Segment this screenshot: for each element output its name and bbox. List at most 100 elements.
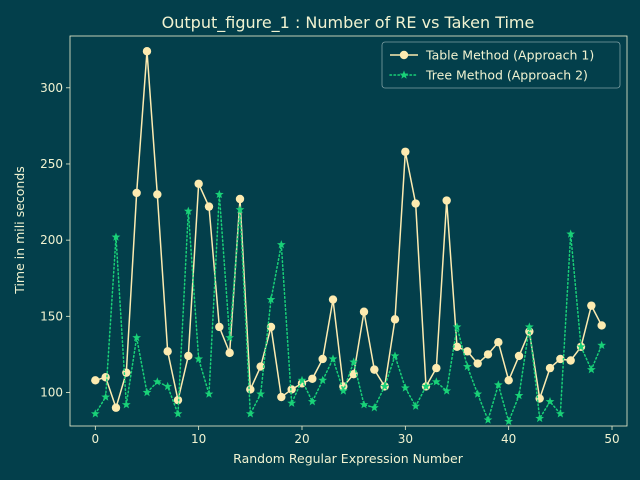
series-1-point: [111, 403, 121, 412]
series-1-point: [328, 295, 338, 304]
series-2-point: [173, 409, 183, 418]
series-1-point: [463, 347, 472, 356]
series-2-point: [121, 400, 131, 409]
series-2-point: [555, 409, 565, 418]
series-1-point: [184, 351, 193, 361]
x-tick-label: 10: [191, 432, 206, 446]
series-1-point: [401, 147, 410, 156]
series-2-point: [535, 413, 545, 423]
series-2-point: [576, 342, 586, 351]
series-1-point: [411, 199, 420, 208]
series-2-point: [421, 381, 431, 391]
series-1-point: [545, 363, 555, 373]
series-2-point: [297, 375, 307, 385]
series-2-point: [132, 333, 142, 342]
x-tick-label: 0: [91, 432, 99, 446]
series-2-point: [514, 390, 524, 400]
series-1-point: [101, 373, 110, 382]
series-1-point: [483, 350, 493, 359]
series-2-point: [194, 354, 204, 363]
series-2-point: [473, 389, 483, 398]
series-2-point: [152, 377, 162, 386]
series-2-point: [111, 232, 121, 241]
plot-area: 0 10 20 30 40 50 100 150 200 250 300: [40, 35, 628, 446]
x-axis-label: Random Regular Expression Number: [233, 451, 464, 466]
series-2-point: [318, 375, 328, 385]
series-2-point: [566, 229, 576, 238]
series-1-point: [194, 179, 203, 188]
y-tick-label: 300: [40, 81, 63, 95]
series-2-point: [400, 383, 410, 392]
series-1-point: [370, 365, 379, 374]
x-tick-label: 20: [294, 432, 309, 446]
series-1-point: [566, 356, 575, 365]
series-1-point: [153, 190, 162, 199]
series-1-point: [390, 315, 400, 324]
legend-label-2: Tree Method (Approach 2): [425, 68, 588, 83]
series-2-point: [483, 415, 493, 424]
series-1-point: [163, 347, 172, 356]
series-1-point: [494, 338, 503, 347]
series-2-point: [235, 205, 245, 214]
series-2-point: [287, 398, 297, 407]
y-axis-label: Time in mili seconds: [12, 166, 27, 295]
series-2-point: [586, 365, 596, 374]
series-1-point: [587, 301, 596, 310]
series-1-point: [556, 354, 565, 364]
series-1-point: [432, 363, 441, 373]
series-1-point: [514, 351, 524, 361]
legend-marker-2: [399, 70, 409, 79]
series-2-point: [266, 294, 276, 304]
axes-frame: [69, 35, 628, 427]
series-2-point: [597, 340, 607, 349]
series-2-point: [359, 400, 369, 409]
series-2-point: [524, 322, 534, 331]
series-2-point: [338, 386, 348, 395]
series-1-point: [359, 307, 369, 316]
series-2-point: [452, 322, 462, 331]
series-1-point: [246, 385, 255, 394]
series-2-point: [545, 397, 555, 406]
series-1-point: [91, 376, 100, 385]
series-1-point: [504, 376, 513, 385]
series-1-point: [132, 188, 141, 198]
series-1-point: [318, 354, 327, 364]
series-2-point: [411, 401, 421, 410]
series-2-point: [493, 380, 503, 389]
x-tick-label: 40: [501, 432, 516, 446]
series-2-point: [380, 381, 390, 391]
series-2-point: [504, 416, 514, 426]
chart-title: Output_figure_1 : Number of RE vs Taken …: [162, 13, 535, 33]
series-1-point: [452, 342, 462, 351]
series-2-point: [214, 189, 224, 199]
y-tick-label: 150: [40, 309, 63, 323]
series-2-point: [163, 381, 173, 391]
series-2-point: [307, 397, 317, 406]
series-2-point: [276, 240, 286, 249]
series-1-point: [256, 362, 265, 371]
series-2-point: [90, 409, 100, 418]
legend-label-1: Table Method (Approach 1): [425, 48, 594, 63]
series-2-point: [101, 392, 111, 401]
legend-box: [381, 41, 621, 89]
series-2-point: [183, 206, 193, 215]
series-1-point: [308, 374, 317, 383]
series-1-point: [277, 392, 286, 402]
series-1-point: [204, 202, 214, 211]
series-2-point: [328, 354, 338, 363]
legend-marker-1: [399, 50, 409, 60]
series-2-point: [390, 351, 400, 360]
series-2-point: [142, 387, 152, 397]
series-1-point: [597, 321, 606, 330]
legend: Table Method (Approach 1) Tree Method (Ap…: [381, 41, 621, 89]
series-1-point: [225, 348, 234, 358]
series-1-point: [215, 322, 224, 332]
series-2-point: [225, 333, 235, 342]
series-2-point: [245, 409, 255, 418]
y-tick-label: 100: [40, 385, 63, 399]
series-2-point: [369, 403, 379, 412]
series-1-point: [122, 368, 131, 377]
series-2-point: [256, 389, 266, 398]
x-tick-label: 30: [398, 432, 413, 446]
series-1-point: [442, 196, 451, 205]
